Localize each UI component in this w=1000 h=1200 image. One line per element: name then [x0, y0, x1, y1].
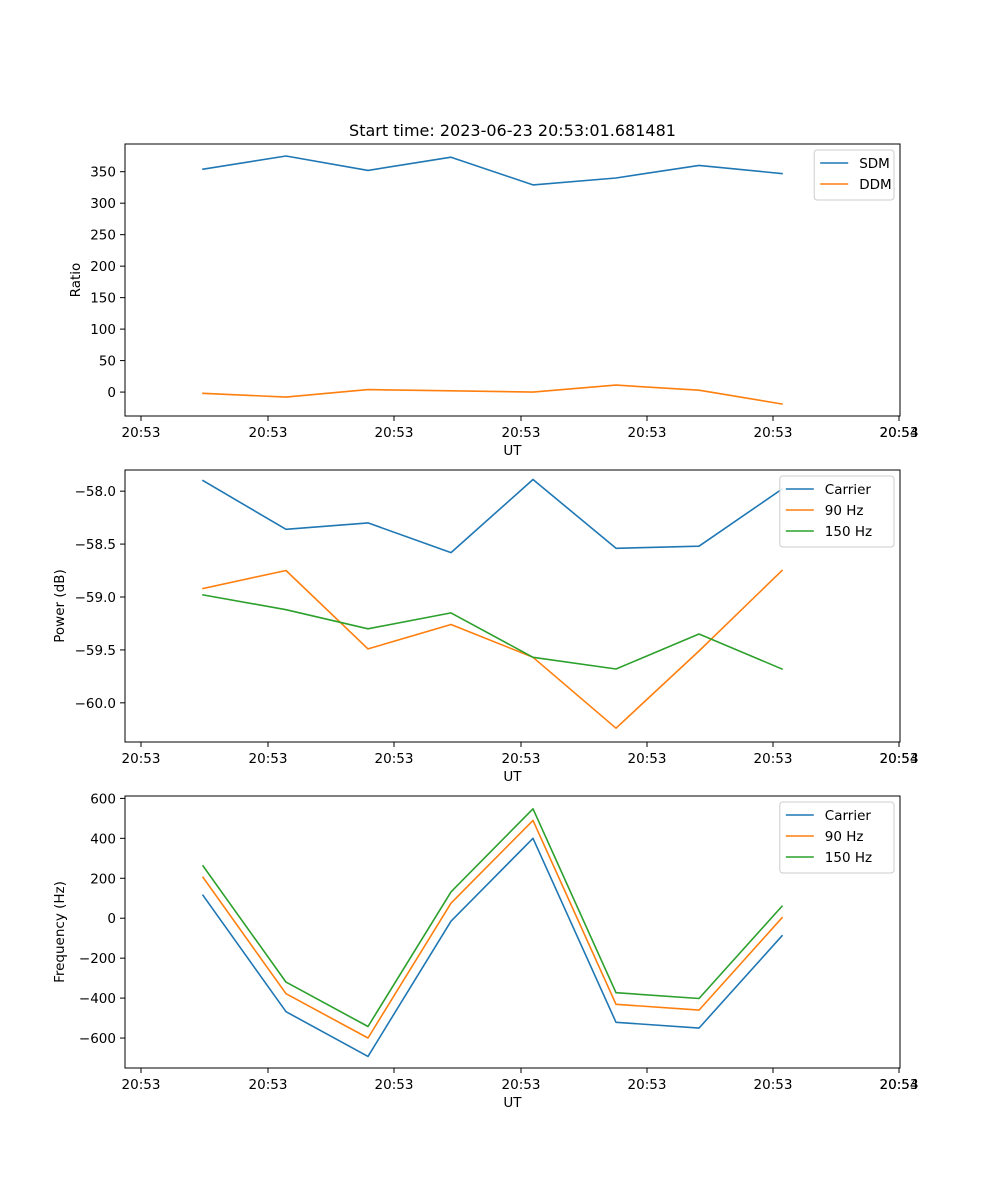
- y-tick-label: 150: [90, 291, 116, 307]
- y-tick-label: 300: [90, 196, 116, 212]
- y-tick-label: −60.0: [75, 696, 116, 712]
- y-tick-label: 50: [99, 354, 116, 370]
- x-tick-label: 20:53: [249, 1077, 288, 1093]
- chart-title: Start time: 2023-06-23 20:53:01.681481: [349, 121, 676, 140]
- y-axis-label: Frequency (Hz): [52, 881, 68, 983]
- x-tick-label: 20:53: [122, 425, 161, 441]
- legend-entry: 150 Hz: [825, 850, 872, 866]
- plot-area-frame: [124, 469, 901, 743]
- x-tick-label: 20:53: [754, 751, 793, 767]
- y-tick-label: 600: [90, 791, 116, 807]
- x-tick-label: 20:53: [628, 1077, 667, 1093]
- y-tick-label: 400: [90, 831, 116, 847]
- x-tick-label: 20:53: [754, 1077, 793, 1093]
- y-tick-label: −59.0: [75, 590, 116, 606]
- y-tick-label: −200: [79, 951, 116, 967]
- chart-panel-1: Start time: 2023-06-23 20:53:01.681481 20…: [68, 121, 918, 459]
- legend-entry: DDM: [859, 177, 891, 193]
- y-tick-label: −400: [79, 991, 116, 1007]
- legend-box: [779, 801, 895, 874]
- x-tick-label: 20:53: [249, 425, 288, 441]
- x-tick-label: 20:53: [880, 751, 919, 767]
- series-line-carrier: [201, 837, 784, 1058]
- legend-box: [779, 475, 895, 548]
- legend: Carrier 90 Hz 150 Hz: [779, 475, 895, 548]
- x-axis-label: UT: [503, 443, 522, 459]
- legend-entry: 90 Hz: [825, 503, 864, 519]
- plot-area-frame: [124, 143, 901, 417]
- x-tick-label: 20:53: [880, 1077, 919, 1093]
- y-tick-label: 0: [107, 385, 116, 401]
- x-tick-label: 20:53: [375, 1077, 414, 1093]
- x-tick-label: 20:53: [628, 751, 667, 767]
- series-line-ddm: [202, 384, 783, 405]
- x-tick-label: 20:54: [880, 1077, 919, 1093]
- series-line-150-hz: [202, 593, 784, 671]
- x-tick-label: 20:53: [880, 425, 919, 441]
- x-tick-label: 20:53: [502, 751, 541, 767]
- y-tick-label: 200: [90, 871, 116, 887]
- chart-panel-2: 20:53 20:53 20:53 20:53 20:53 20:53 20:5320:54…: [52, 469, 919, 785]
- y-tick-label: 350: [90, 165, 116, 181]
- legend-entry: 150 Hz: [825, 524, 872, 540]
- series-line-90-hz: [201, 819, 784, 1039]
- legend-entry: Carrier: [825, 808, 872, 824]
- x-tick-label: 20:53: [375, 751, 414, 767]
- x-tick-label: 20:53: [502, 425, 541, 441]
- x-tick-label: 20:53: [754, 425, 793, 441]
- y-tick-label: −600: [79, 1031, 116, 1047]
- x-tick-label: 20:53: [122, 1077, 161, 1093]
- x-tick-label: 20:54: [880, 751, 919, 767]
- legend: SDM DDM: [813, 149, 895, 201]
- series-line-carrier: [201, 478, 784, 554]
- plot-area-frame: [124, 795, 901, 1069]
- chart-panel-3: 20:53 20:53 20:53 20:53 20:53 20:53 20:5320:54…: [52, 791, 918, 1111]
- legend-entry: Carrier: [825, 482, 872, 498]
- x-axis-label: UT: [503, 1095, 522, 1111]
- y-axis-label: Power (dB): [52, 569, 68, 642]
- y-tick-label: 250: [90, 228, 116, 244]
- y-tick-label: −58.5: [75, 537, 116, 553]
- y-tick-label: 100: [90, 322, 116, 338]
- legend: Carrier 90 Hz 150 Hz: [779, 801, 895, 874]
- y-tick-label: 0: [107, 911, 116, 927]
- x-tick-label: 20:53: [122, 751, 161, 767]
- y-axis-label: Ratio: [68, 263, 84, 298]
- x-tick-label: 20:53: [628, 425, 667, 441]
- x-tick-label: 20:53: [375, 425, 414, 441]
- y-tick-label: −59.5: [75, 643, 116, 659]
- x-axis-label: UT: [503, 769, 522, 785]
- y-tick-label: −58.0: [75, 484, 116, 500]
- legend-entry: 90 Hz: [825, 829, 864, 845]
- series-line-150-hz: [201, 808, 784, 1028]
- x-tick-label: 20:53: [502, 1077, 541, 1093]
- legend-entry: SDM: [859, 156, 890, 172]
- series-line-sdm: [202, 155, 783, 186]
- series-line-90-hz: [202, 569, 784, 729]
- x-tick-label: 20:53: [249, 751, 288, 767]
- y-tick-label: 200: [90, 259, 116, 275]
- x-tick-label: 20:54: [880, 425, 919, 441]
